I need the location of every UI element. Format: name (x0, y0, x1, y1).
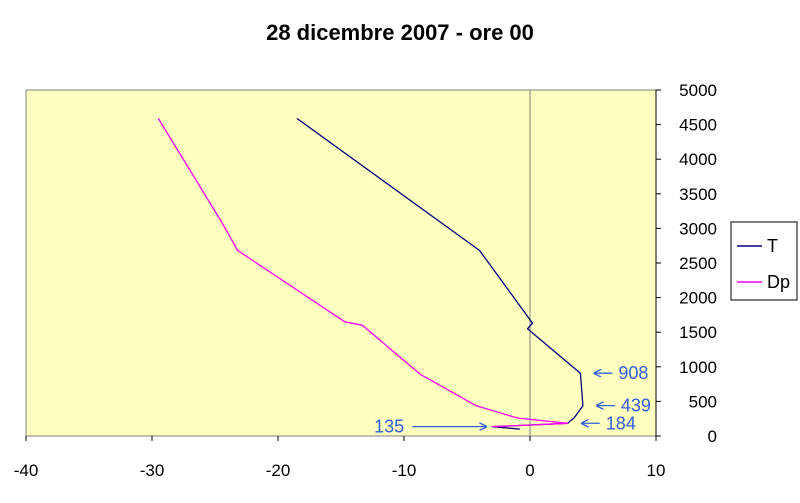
y-tick-label: 500 (689, 392, 717, 411)
annotation-label: 135 (374, 417, 404, 437)
x-tick-label: 10 (647, 461, 666, 480)
plot-area (25, 89, 657, 437)
y-tick-label: 5000 (679, 81, 717, 100)
y-tick-label: 3000 (679, 219, 717, 238)
y-tick-label: 4000 (679, 150, 717, 169)
y-tick-label: 4500 (679, 116, 717, 135)
annotation-label: 184 (606, 413, 636, 433)
annotation-label: 908 (618, 363, 648, 383)
x-tick-label: -40 (14, 461, 39, 480)
x-tick-label: -30 (140, 461, 165, 480)
x-tick-label: 0 (525, 461, 534, 480)
y-tick-label: 0 (708, 427, 717, 446)
legend-label: T (767, 236, 778, 256)
series-layer (157, 117, 584, 430)
chart-title: 28 dicembre 2007 - ore 00 (266, 20, 534, 45)
legend-label: Dp (767, 272, 790, 292)
legend: T Dp (730, 221, 798, 301)
series-line-dp (157, 118, 569, 428)
legend-box (730, 221, 798, 301)
y-tick-label: 2000 (679, 289, 717, 308)
y-tick-label: 1000 (679, 358, 717, 377)
axes-layer: 0 500 1000 1500 2000 2500 3000 3500 4000 4500 5000… (14, 81, 717, 480)
x-tick-label: -20 (266, 461, 291, 480)
x-tick-label: -10 (392, 461, 417, 480)
y-tick-label: 2500 (679, 254, 717, 273)
annotation-label: 439 (621, 396, 651, 416)
y-tick-label: 1500 (679, 323, 717, 342)
y-tick-label: 3500 (679, 185, 717, 204)
